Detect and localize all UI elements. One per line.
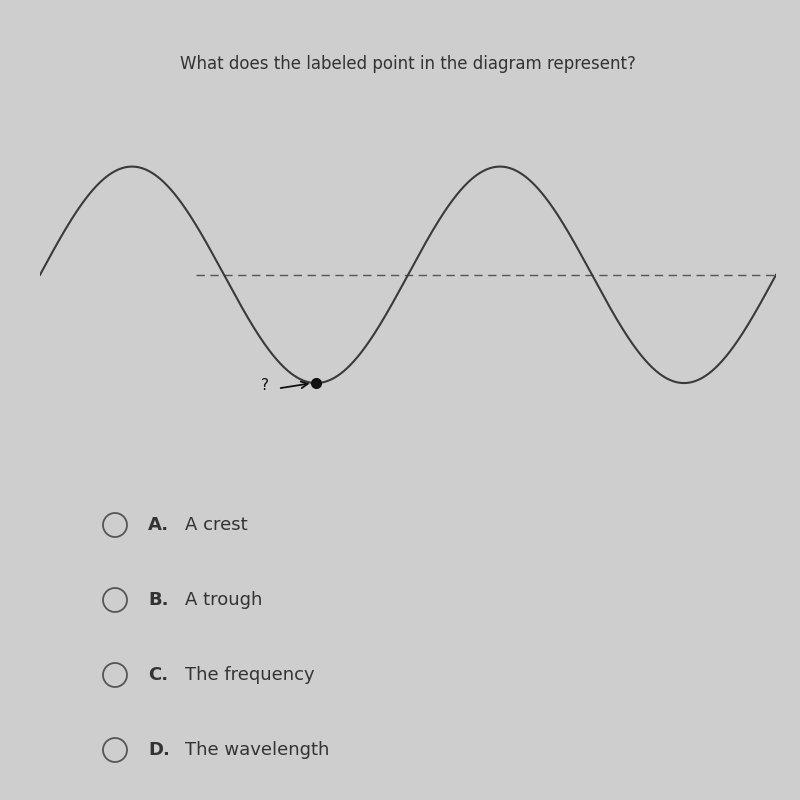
Text: The wavelength: The wavelength	[185, 741, 330, 759]
Text: B.: B.	[148, 591, 169, 609]
Text: C.: C.	[148, 666, 168, 684]
Text: ?: ?	[261, 378, 269, 393]
Text: The frequency: The frequency	[185, 666, 314, 684]
Text: D.: D.	[148, 741, 170, 759]
Text: A trough: A trough	[185, 591, 262, 609]
Text: A.: A.	[148, 516, 169, 534]
Title: What does the labeled point in the diagram represent?: What does the labeled point in the diagr…	[180, 55, 636, 73]
Text: A crest: A crest	[185, 516, 248, 534]
